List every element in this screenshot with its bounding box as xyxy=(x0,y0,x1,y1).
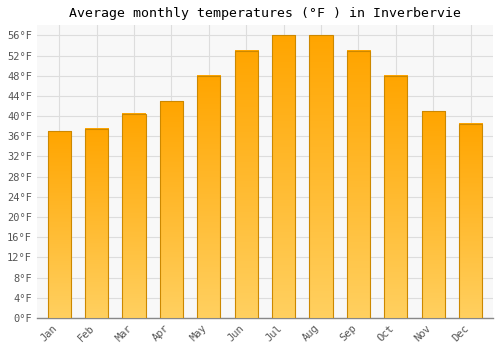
Title: Average monthly temperatures (°F ) in Inverbervie: Average monthly temperatures (°F ) in In… xyxy=(69,7,461,20)
Bar xyxy=(347,50,370,318)
Bar xyxy=(85,129,108,318)
Bar xyxy=(160,101,183,318)
Bar xyxy=(48,131,71,318)
Bar xyxy=(122,113,146,318)
Bar xyxy=(197,76,220,318)
Bar xyxy=(310,35,332,318)
Bar xyxy=(459,124,482,318)
Bar xyxy=(384,76,407,318)
Bar xyxy=(422,111,445,318)
Bar xyxy=(272,35,295,318)
Bar xyxy=(234,50,258,318)
